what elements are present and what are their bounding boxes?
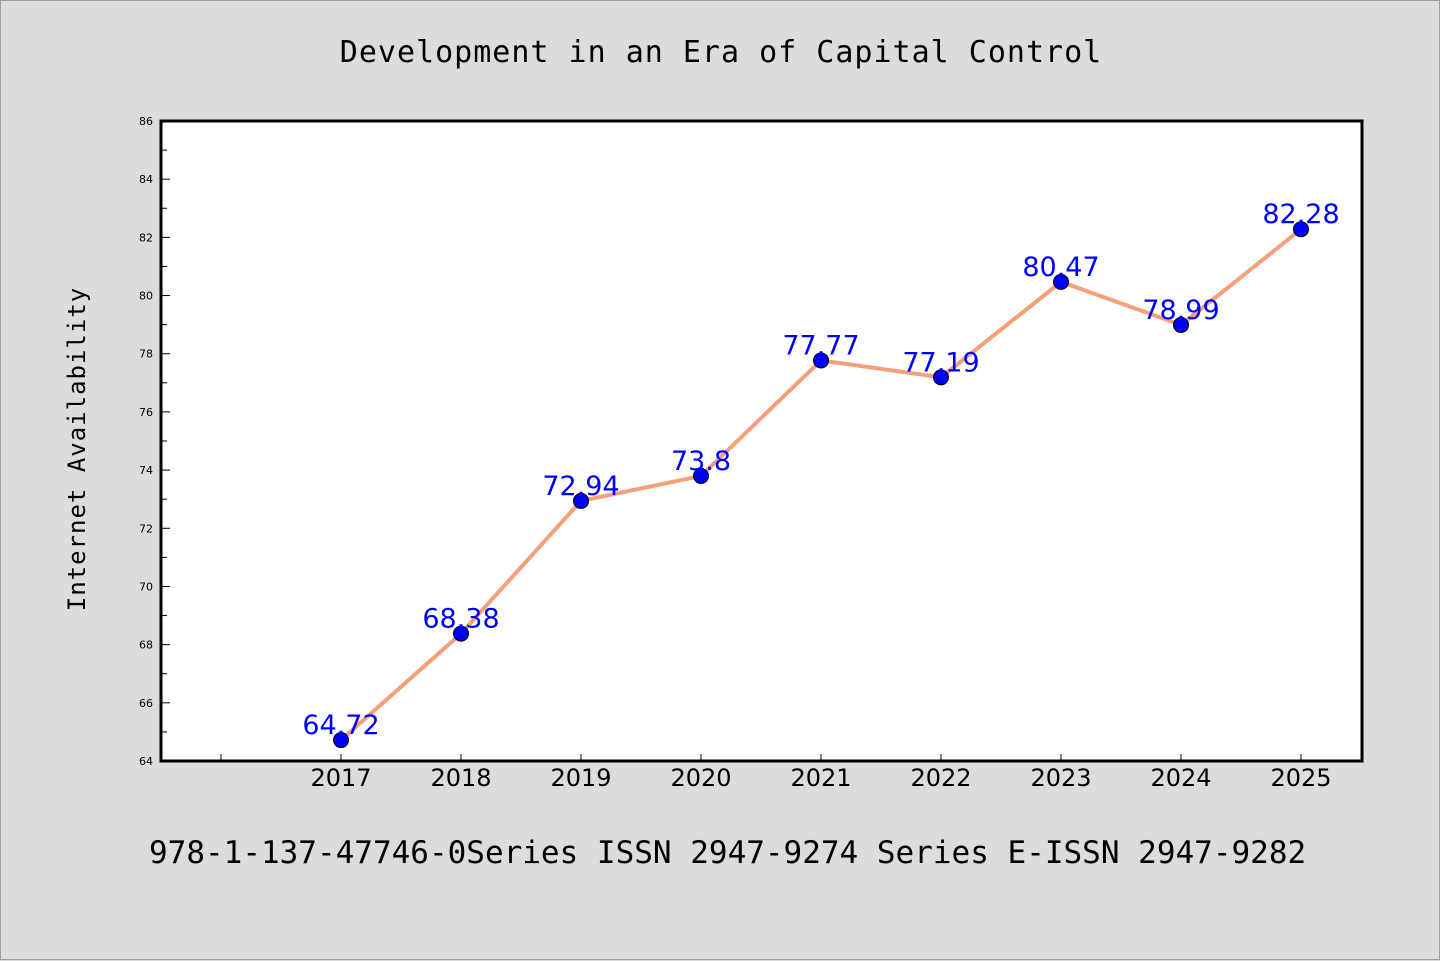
x-tick-label: 2024 (1150, 764, 1211, 792)
y-tick-label: 80 (139, 290, 153, 303)
data-point (333, 732, 349, 749)
data-label: 77.19 (902, 347, 979, 378)
y-tick-label: 84 (139, 173, 153, 186)
y-tick-label: 74 (139, 464, 153, 477)
chart-title: Development in an Era of Capital Control (339, 35, 1103, 70)
footer-isbn-issn: 978-1-137-47746-0Series ISSN 2947-9274 S… (149, 835, 1307, 871)
x-tick-label: 2019 (550, 764, 611, 792)
x-tick-label: 2018 (430, 764, 491, 792)
data-point (573, 492, 589, 509)
data-label: 77.77 (782, 330, 859, 361)
data-label: 73.8 (671, 446, 731, 477)
x-tick-label: 2022 (910, 764, 971, 792)
data-point (933, 369, 949, 386)
y-tick-label: 82 (139, 231, 153, 244)
data-point (693, 467, 709, 484)
y-tick-label: 72 (139, 522, 153, 535)
plot-area (159, 119, 1364, 763)
y-tick-label: 70 (139, 580, 153, 593)
x-tick-label: 2021 (790, 764, 851, 792)
data-label: 64.72 (302, 710, 379, 741)
x-tick-label: 2017 (310, 764, 371, 792)
x-tick-label: 2023 (1030, 764, 1091, 792)
y-tick-label: 86 (139, 115, 153, 128)
x-tick-label: 2025 (1270, 764, 1331, 792)
data-label: 80.47 (1022, 252, 1099, 283)
data-point (453, 625, 469, 642)
data-point (1053, 273, 1069, 290)
y-tick-label: 78 (139, 348, 153, 361)
data-label: 78.99 (1142, 295, 1219, 326)
data-point (1293, 221, 1309, 238)
data-label: 72.94 (542, 471, 619, 502)
y-tick-label: 64 (139, 755, 153, 768)
data-label: 82.28 (1262, 199, 1339, 230)
x-tick-label: 2020 (670, 764, 731, 792)
data-point (1173, 316, 1189, 333)
y-tick-label: 68 (139, 639, 153, 652)
y-tick-label: 66 (139, 697, 153, 710)
y-tick-label: 76 (139, 406, 153, 419)
data-point (813, 352, 829, 369)
data-label: 68.38 (422, 604, 499, 635)
